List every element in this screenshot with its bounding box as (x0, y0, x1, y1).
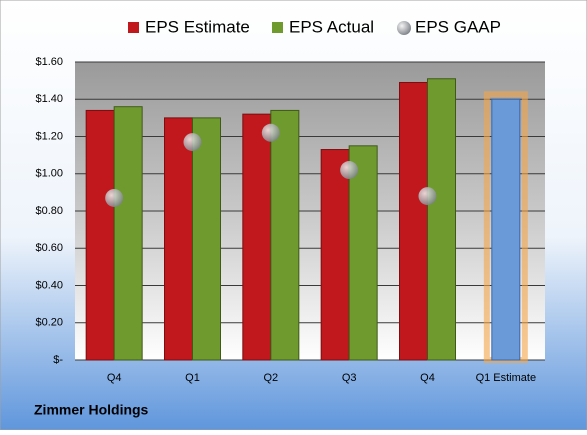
bar (427, 78, 456, 361)
x-tick-label: Q4 (420, 372, 435, 384)
y-tick-label: $0.60 (35, 242, 63, 254)
bar (491, 98, 521, 361)
bar (399, 81, 428, 361)
legend-swatch (397, 21, 411, 35)
y-tick-label: $1.00 (35, 168, 63, 180)
legend-swatch (128, 22, 139, 33)
gaap-marker (105, 188, 124, 207)
x-tick-label: Q3 (342, 372, 357, 384)
gaap-marker (418, 187, 437, 206)
y-tick-label: $0.80 (35, 205, 63, 217)
bar (270, 109, 300, 361)
x-tick-label: Q2 (263, 372, 278, 384)
bar (113, 106, 143, 361)
y-tick-label: $1.60 (35, 56, 63, 68)
bar (192, 117, 221, 361)
y-tick-label: $0.40 (35, 279, 63, 291)
y-tick-label: $1.20 (35, 130, 63, 142)
y-tick-label: $0.20 (35, 317, 63, 329)
y-tick-label: $1.40 (35, 93, 63, 105)
legend-swatch (272, 22, 283, 33)
legend-label: EPS GAAP (415, 17, 501, 36)
x-tick-label: Q1 (185, 372, 200, 384)
gaap-marker (183, 133, 202, 152)
bar (85, 109, 115, 361)
footer: Zimmer Holdings (34, 402, 149, 418)
legend-label: EPS Estimate (145, 17, 250, 36)
gaap-marker (261, 123, 280, 142)
y-tick-label: $- (53, 354, 63, 366)
bar (164, 117, 193, 361)
legend-label: EPS Actual (289, 17, 374, 36)
x-tick-label: Q4 (107, 372, 122, 384)
bar (348, 145, 378, 361)
x-tick-label: Q1 Estimate (476, 372, 537, 384)
gaap-marker (340, 161, 359, 180)
bar (320, 149, 350, 361)
bar (242, 113, 272, 361)
